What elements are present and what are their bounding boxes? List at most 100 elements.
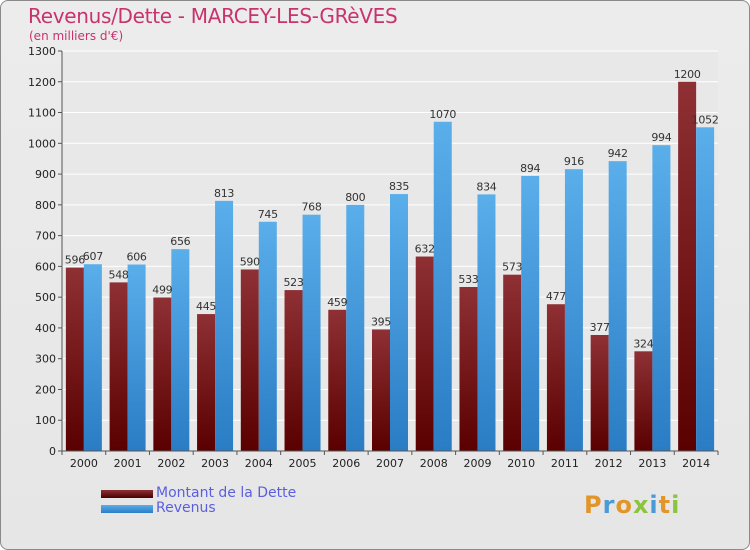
data-label-dette: 573 <box>502 261 522 274</box>
x-tick-label: 2000 <box>70 457 98 470</box>
legend-swatch-revenus <box>101 505 153 513</box>
data-label-revenus: 768 <box>301 201 321 214</box>
chart-subtitle: (en milliers d'€) <box>29 29 124 43</box>
y-tick-label: 300 <box>35 353 56 366</box>
data-label-revenus: 800 <box>345 191 365 204</box>
data-label-dette: 548 <box>109 268 129 281</box>
bar-dette <box>372 329 390 451</box>
bar-revenus <box>521 175 540 451</box>
y-tick-label: 1000 <box>28 137 56 150</box>
bar-dette <box>415 256 434 451</box>
y-tick-label: 1300 <box>28 45 56 58</box>
data-label-dette: 533 <box>458 273 478 286</box>
y-tick-label: 1100 <box>28 107 56 120</box>
y-tick-label: 900 <box>35 168 56 181</box>
axes: 0 100 200 300 400 500 600 700 800 900 1000 1100 1200… <box>28 45 719 470</box>
chart-title: Revenus/Dette - MARCEY-LES-GRèVES <box>28 4 398 28</box>
bar-revenus <box>346 204 365 451</box>
data-label-dette: 459 <box>327 296 347 309</box>
data-label-revenus: 894 <box>520 162 540 175</box>
bar-dette <box>590 335 609 451</box>
x-tick-label: 2013 <box>638 457 666 470</box>
data-label-revenus: 656 <box>170 235 190 248</box>
data-label-revenus: 916 <box>564 155 584 168</box>
x-tick-label: 2011 <box>551 457 579 470</box>
y-tick-label: 600 <box>35 260 56 273</box>
x-tick-label: 2002 <box>157 457 185 470</box>
bar-revenus <box>83 264 102 451</box>
y-tick-label: 100 <box>35 414 56 427</box>
bar-dette <box>109 282 128 451</box>
legend-swatch-dette <box>101 490 153 498</box>
data-label-dette: 1200 <box>674 68 701 81</box>
bar-dette <box>634 351 653 451</box>
x-tick-label: 2005 <box>289 457 317 470</box>
bar-revenus <box>171 249 190 451</box>
data-label-dette: 499 <box>152 283 172 296</box>
y-tick-label: 1200 <box>28 76 56 89</box>
bar-dette <box>240 269 259 451</box>
x-tick-label: 2004 <box>245 457 273 470</box>
bar-revenus <box>564 169 583 451</box>
data-label-revenus: 606 <box>127 251 147 264</box>
bar-dette <box>328 309 347 451</box>
data-label-dette: 523 <box>283 276 303 289</box>
y-tick-label: 0 <box>49 445 56 458</box>
data-label-dette: 596 <box>65 254 85 267</box>
data-label-dette: 477 <box>546 290 566 303</box>
bar-dette <box>284 290 303 451</box>
bar-revenus <box>608 161 627 451</box>
x-tick-label: 2008 <box>420 457 448 470</box>
bar-dette <box>503 274 522 451</box>
bar-dette <box>153 297 172 451</box>
data-label-dette: 445 <box>196 300 216 313</box>
data-label-revenus: 1052 <box>692 113 719 126</box>
bar-revenus <box>302 214 321 451</box>
x-tick-label: 2001 <box>114 457 142 470</box>
y-tick-label: 500 <box>35 291 56 304</box>
x-tick-label: 2010 <box>507 457 535 470</box>
bars <box>65 81 715 452</box>
bar-dette <box>459 287 478 451</box>
x-tick-label: 2006 <box>332 457 360 470</box>
bar-dette <box>65 267 84 451</box>
bar-dette <box>678 81 697 452</box>
data-label-dette: 395 <box>371 315 391 328</box>
bar-revenus <box>652 145 671 451</box>
data-label-dette: 324 <box>633 337 653 350</box>
data-label-revenus: 994 <box>651 131 671 144</box>
data-label-revenus: 835 <box>389 180 409 193</box>
y-tick-label: 800 <box>35 199 56 212</box>
data-label-dette: 590 <box>240 255 260 268</box>
data-label-revenus: 607 <box>83 250 103 263</box>
y-tick-label: 700 <box>35 230 56 243</box>
bar-revenus <box>477 194 496 451</box>
data-label-revenus: 745 <box>258 208 278 221</box>
bar-revenus <box>390 194 408 452</box>
x-tick-label: 2009 <box>463 457 491 470</box>
proxiti-logo: Proxiti <box>584 491 681 519</box>
bar-revenus <box>433 121 452 452</box>
bar-dette <box>197 314 216 451</box>
y-tick-label: 200 <box>35 383 56 396</box>
bar-revenus <box>215 200 234 451</box>
legend-label-revenus: Revenus <box>156 500 216 516</box>
bar-revenus <box>696 127 715 452</box>
bar-revenus <box>127 264 146 451</box>
data-label-dette: 632 <box>415 243 435 256</box>
legend-label-dette: Montant de la Dette <box>156 485 297 501</box>
bar-dette <box>546 304 565 451</box>
data-label-revenus: 813 <box>214 187 234 200</box>
x-tick-label: 2003 <box>201 457 229 470</box>
x-tick-label: 2007 <box>376 457 404 470</box>
bar-revenus <box>258 221 277 451</box>
x-tick-label: 2012 <box>595 457 623 470</box>
data-label-dette: 377 <box>590 321 610 334</box>
data-label-revenus: 1070 <box>429 108 456 121</box>
x-tick-label: 2014 <box>682 457 710 470</box>
data-label-revenus: 834 <box>476 180 496 193</box>
y-tick-label: 400 <box>35 322 56 335</box>
